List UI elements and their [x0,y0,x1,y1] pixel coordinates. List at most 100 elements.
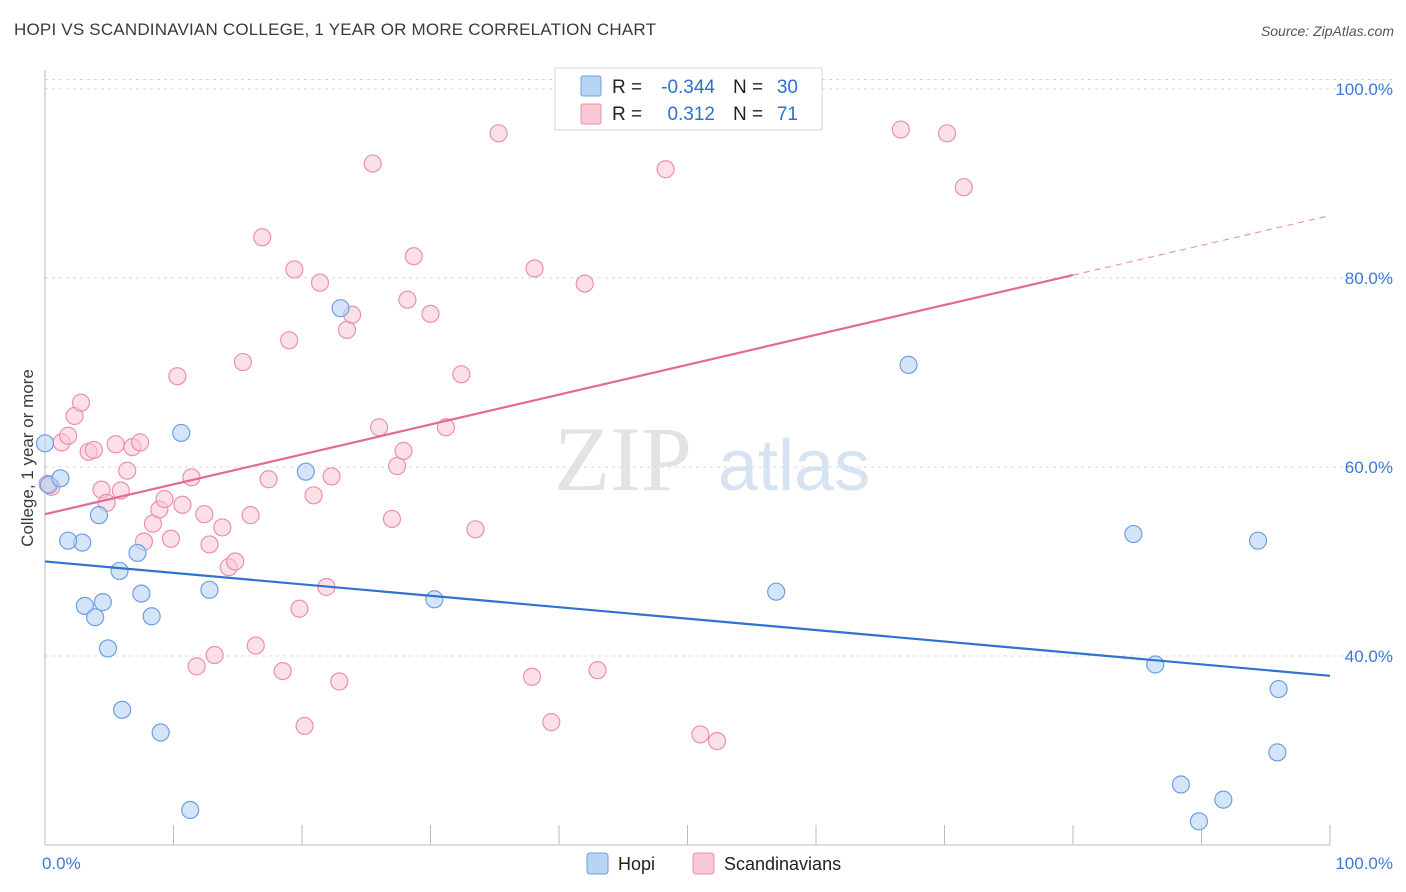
scandinavians-point-42 [322,467,341,486]
scandinavians-point-57 [489,124,508,143]
scandinavians-r-value: 0.312 [667,104,715,125]
scandinavians-point-50 [394,441,413,460]
hopi-point-27 [1189,812,1209,831]
scandinavians-point-30 [241,506,260,525]
scandinavians-point-66 [707,731,727,751]
hopi-point-21 [425,590,444,609]
scandinavians-n-value: 71 [777,104,798,125]
scandinavians-point-31 [246,636,265,655]
hopi-point-22 [767,582,786,601]
x-axis-ticks [173,825,1331,845]
hopi-point-29 [1248,531,1268,550]
hopi-point-5 [86,608,105,627]
scandinavians-point-29 [233,352,252,372]
hopi-point-7 [59,531,78,550]
hopi-point-19 [296,462,315,481]
scandinavians-point-68 [937,124,957,143]
series-legend: Hopi Scandinavians [586,852,841,875]
scandinavians-point-49 [387,456,407,476]
scandinavians-point-17 [155,489,174,509]
scandinavians-point-52 [404,247,423,266]
scandinavians-point-44 [337,320,357,340]
hopi-point-13 [132,584,151,603]
hopi-series-swatch [586,852,609,875]
hopi-point-1 [51,469,70,488]
x-tick-label-min: 0.0% [42,854,81,873]
scandinavians-point-9 [106,435,125,454]
scandinavians-point-60 [542,713,561,732]
scandinavians-point-40 [310,273,330,292]
hopi-points [35,299,1288,831]
scandinavians-point-61 [575,274,594,293]
scandinavians-point-32 [253,228,272,247]
hopi-point-18 [200,580,219,599]
hopi-point-8 [128,543,147,563]
scandinavians-point-47 [370,418,389,437]
scandinavians-point-69 [954,178,973,197]
scandinavians-point-19 [168,367,187,386]
y-tick-label-100: 100.0% [1335,80,1393,99]
scandinavians-point-67 [891,120,910,139]
scandinavians-n-label: N = [733,104,763,125]
x-tick-label-max: 100.0% [1335,854,1393,873]
scandinavians-point-43 [330,672,349,691]
hopi-point-4 [75,596,94,615]
scandinavians-point-6 [84,440,103,460]
hopi-trend-line [44,560,1331,677]
source-label: Source: ZipAtlas.com [1260,23,1394,39]
hopi-point-11 [98,639,118,658]
scandinavians-series-label: Scandinavians [724,854,841,874]
hopi-series-label: Hopi [618,854,655,874]
hopi-r-label: R = [612,77,642,98]
watermark-atlas: atlas [718,426,870,506]
hopi-point-31 [1269,679,1288,699]
hopi-point-23 [899,355,918,374]
scandinavians-trend-line [44,274,1074,516]
hopi-point-16 [172,423,191,443]
scandinavians-point-39 [304,486,323,505]
hopi-point-25 [1146,655,1165,674]
scandinavians-trend-extension [1072,214,1331,276]
hopi-r-value: -0.344 [661,77,715,98]
scandinavians-point-24 [200,535,219,554]
hopi-n-value: 30 [777,77,798,98]
scandinavians-legend-swatch [580,103,602,125]
scandinavians-point-13 [130,433,150,452]
scandinavians-point-59 [525,259,544,278]
hopi-point-2 [35,434,55,453]
watermark-zip: ZIP [554,408,692,510]
chart-title: HOPI VS SCANDINAVIAN COLLEGE, 1 YEAR OR … [14,20,657,39]
scandinavians-point-23 [195,505,214,524]
scandinavians-point-55 [452,365,471,384]
scandinavians-point-37 [290,599,309,618]
scandinavians-point-48 [382,509,402,529]
hopi-point-17 [181,800,200,820]
scandinavians-r-label: R = [612,104,642,125]
scandinavians-point-11 [118,461,137,480]
scandinavians-point-65 [691,725,710,744]
scandinavians-point-21 [182,468,201,487]
hopi-point-6 [93,593,112,612]
y-tick-label-80: 80.0% [1345,269,1393,288]
hopi-point-9 [110,561,129,581]
scandinavians-point-22 [187,657,206,676]
hopi-point-12 [112,700,132,719]
stats-legend: R = -0.344 N = 30 R = 0.312 N = 71 [554,67,823,131]
scandinavians-point-62 [588,661,607,680]
hopi-n-label: N = [733,77,763,98]
scandinavians-point-35 [280,331,299,350]
y-tick-labels: 40.0% 60.0% 80.0% 100.0% [1335,80,1393,666]
watermark: ZIP atlas [554,408,870,510]
scandinavians-point-64 [656,160,675,179]
scandinavians-point-56 [466,520,485,539]
scandinavians-point-18 [161,529,181,548]
scandinavians-series-swatch [692,852,715,875]
scandinavians-point-25 [205,645,224,665]
y-tick-label-40: 40.0% [1345,647,1393,666]
scandinavians-point-2 [59,426,78,445]
scandinavians-point-58 [522,667,542,686]
hopi-point-20 [331,299,350,318]
scandinavians-point-26 [213,518,232,537]
hopi-point-26 [1171,775,1191,794]
